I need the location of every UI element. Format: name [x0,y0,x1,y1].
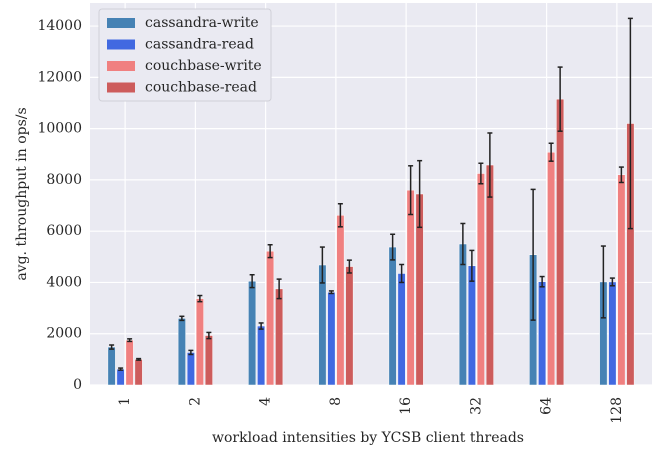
error-bar [627,17,633,230]
error-bar [109,344,115,350]
y-tick-label: 0 [73,377,82,393]
error-bar [267,244,273,259]
error-bar [600,245,606,319]
bar [397,273,406,386]
legend-label: cassandra-write [145,15,259,31]
bar [547,151,556,386]
error-bar [118,367,124,371]
y-tick-label: 12000 [37,69,82,85]
legend-label: couchbase-read [145,80,257,96]
error-bar [206,331,212,340]
bar [617,174,626,386]
x-tick-label: 64 [539,397,555,415]
legend-swatch [107,61,135,71]
bar [116,368,125,386]
x-tick-label: 8 [328,397,344,406]
error-bar [530,188,536,321]
legend-label: cassandra-read [145,37,254,53]
bar [248,280,257,386]
error-bar [179,315,185,322]
error-bar [188,349,194,356]
bar [608,281,617,386]
error-bar [548,142,554,162]
bar [327,291,336,386]
x-tick-label: 2 [187,397,203,406]
bar [538,281,547,386]
y-tick-label: 4000 [46,274,82,290]
bar [195,298,204,386]
error-bar [276,278,282,300]
bar [388,246,397,386]
error-bar [249,274,255,289]
bar [275,288,284,386]
bar [476,173,485,386]
error-bar [319,246,325,284]
error-bar [328,290,334,295]
y-tick-label: 8000 [46,172,82,188]
x-tick-label: 128 [609,397,625,424]
error-bar [460,222,466,266]
bar [485,164,494,386]
bar [177,318,186,386]
y-tick-label: 2000 [46,326,82,342]
error-bar [609,277,615,287]
legend-swatch [107,82,135,93]
bar [467,265,476,386]
error-bar [487,132,493,198]
error-bar [337,202,343,228]
legend-swatch [107,18,135,28]
y-tick-label: 14000 [37,18,82,34]
error-bar [390,233,396,261]
error-bar [258,322,264,330]
legend-swatch [107,39,135,50]
bar [107,346,116,386]
bar [556,98,565,386]
bar [186,352,195,386]
y-axis-label: avg. throughput in ops/s [14,107,30,280]
error-bar [127,338,133,343]
error-bar [618,166,624,184]
x-tick-label: 16 [398,397,414,415]
legend-box [98,8,272,102]
bar [134,359,143,386]
error-bar [346,259,352,274]
y-tick-label: 6000 [46,223,82,239]
error-bar [417,159,423,229]
error-bar [136,357,142,361]
bar [336,215,345,386]
bar [266,250,275,386]
x-tick-label: 32 [468,397,484,415]
x-tick-label: 1 [117,397,133,406]
error-bar [399,263,405,284]
error-bar [469,249,475,282]
error-bar [478,162,484,185]
error-bar [197,294,203,303]
bar [204,335,213,386]
y-tick-label: 10000 [37,121,82,137]
error-bar [539,275,545,288]
bar [125,339,134,386]
error-bar [557,66,563,132]
x-tick-label: 4 [258,397,274,406]
bar [257,325,266,386]
bar [345,266,354,386]
bar [406,189,415,386]
x-axis-label: workload intensities by YCSB client thre… [212,430,524,446]
error-bar [408,165,414,216]
legend-label: couchbase-write [145,58,262,74]
